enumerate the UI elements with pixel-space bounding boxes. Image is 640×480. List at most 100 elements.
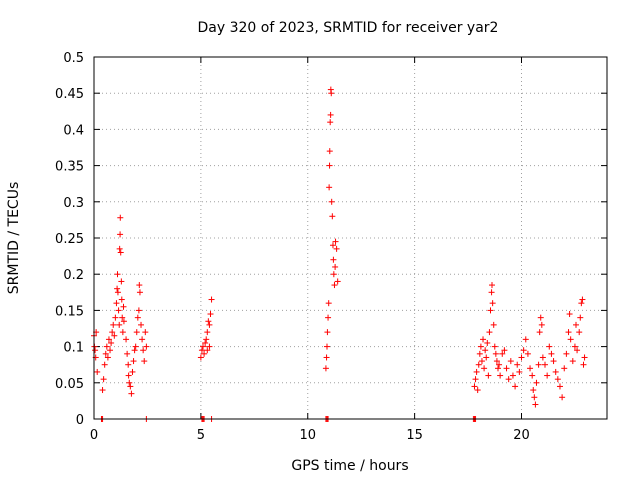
x-tick-label: 0 <box>90 428 98 443</box>
data-point <box>134 314 141 321</box>
data-point <box>552 368 559 375</box>
data-point <box>117 249 124 256</box>
data-point <box>493 358 500 365</box>
data-point <box>127 383 134 390</box>
data-point <box>327 119 334 126</box>
data-point <box>492 350 499 357</box>
data-point <box>131 347 138 354</box>
data-point <box>474 387 481 394</box>
data-point <box>554 376 561 383</box>
data-point <box>531 394 538 401</box>
data-point <box>472 376 479 383</box>
data-point <box>116 245 123 252</box>
data-point <box>204 347 211 354</box>
data-point <box>576 329 583 336</box>
data-point <box>509 372 516 379</box>
data-point <box>120 318 127 325</box>
data-point <box>501 347 508 354</box>
x-tick-label: 5 <box>197 428 205 443</box>
data-point <box>102 350 109 357</box>
data-point <box>522 336 529 343</box>
data-point <box>574 347 581 354</box>
data-point <box>206 343 213 350</box>
data-point <box>494 365 501 372</box>
data-point <box>114 289 121 296</box>
data-point <box>480 336 487 343</box>
data-point <box>113 300 120 307</box>
data-point <box>489 300 496 307</box>
data-point <box>542 361 549 368</box>
data-point <box>573 321 580 328</box>
data-point <box>518 354 525 361</box>
data-point <box>578 300 585 307</box>
data-point <box>569 358 576 365</box>
data-point <box>132 343 139 350</box>
y-tick-label: 0.25 <box>55 232 84 247</box>
data-point <box>126 379 133 386</box>
data-point <box>130 358 137 365</box>
data-point <box>529 372 536 379</box>
data-point <box>325 314 332 321</box>
data-point <box>533 379 540 386</box>
data-point <box>200 343 207 350</box>
data-point <box>475 361 482 368</box>
data-point <box>138 321 145 328</box>
data-point <box>136 282 143 289</box>
data-point <box>485 372 492 379</box>
y-tick-label: 0.3 <box>63 196 84 211</box>
data-point <box>123 336 130 343</box>
data-point <box>556 383 563 390</box>
y-tick-label: 0.5 <box>63 51 84 66</box>
data-point <box>532 401 539 408</box>
data-point <box>577 314 584 321</box>
data-point <box>505 376 512 383</box>
data-point <box>539 354 546 361</box>
y-tick-label: 0 <box>76 413 84 428</box>
data-point <box>116 321 123 328</box>
data-point <box>141 358 148 365</box>
y-tick-label: 0.45 <box>55 87 84 102</box>
data-point <box>120 303 127 310</box>
data-point <box>117 231 124 238</box>
data-point <box>487 307 494 314</box>
data-point <box>135 307 142 314</box>
data-point <box>490 321 497 328</box>
data-point <box>323 343 330 350</box>
data-point <box>103 343 110 350</box>
data-point <box>94 368 101 375</box>
data-point <box>581 354 588 361</box>
data-point <box>527 365 534 372</box>
x-tick-label: 15 <box>406 428 423 443</box>
data-point <box>565 329 572 336</box>
data-point <box>503 365 510 372</box>
data-point <box>202 339 209 346</box>
data-point <box>328 198 335 205</box>
data-point <box>205 318 212 325</box>
data-point <box>580 361 587 368</box>
data-point <box>204 329 211 336</box>
data-point <box>109 329 116 336</box>
data-point <box>507 358 514 365</box>
data-point <box>208 296 215 303</box>
data-point <box>482 347 489 354</box>
data-point <box>473 368 480 375</box>
data-point <box>499 350 506 357</box>
data-point <box>118 278 125 285</box>
data-point <box>207 311 214 318</box>
x-tick-labels: 0 5 10 15 20 <box>90 428 530 443</box>
data-point <box>537 314 544 321</box>
data-point <box>471 383 478 390</box>
data-point <box>491 343 498 350</box>
data-point <box>483 354 490 361</box>
chart-title: Day 320 of 2023, SRMTID for receiver yar… <box>198 20 499 36</box>
data-point <box>530 387 537 394</box>
data-point <box>484 339 491 346</box>
x-tick-label: 10 <box>299 428 316 443</box>
data-points <box>91 86 588 422</box>
data-point <box>125 372 132 379</box>
data-point <box>125 361 132 368</box>
x-axis-label: GPS time / hours <box>291 458 408 474</box>
data-point <box>548 350 555 357</box>
data-point <box>486 329 493 336</box>
data-point <box>329 242 336 249</box>
